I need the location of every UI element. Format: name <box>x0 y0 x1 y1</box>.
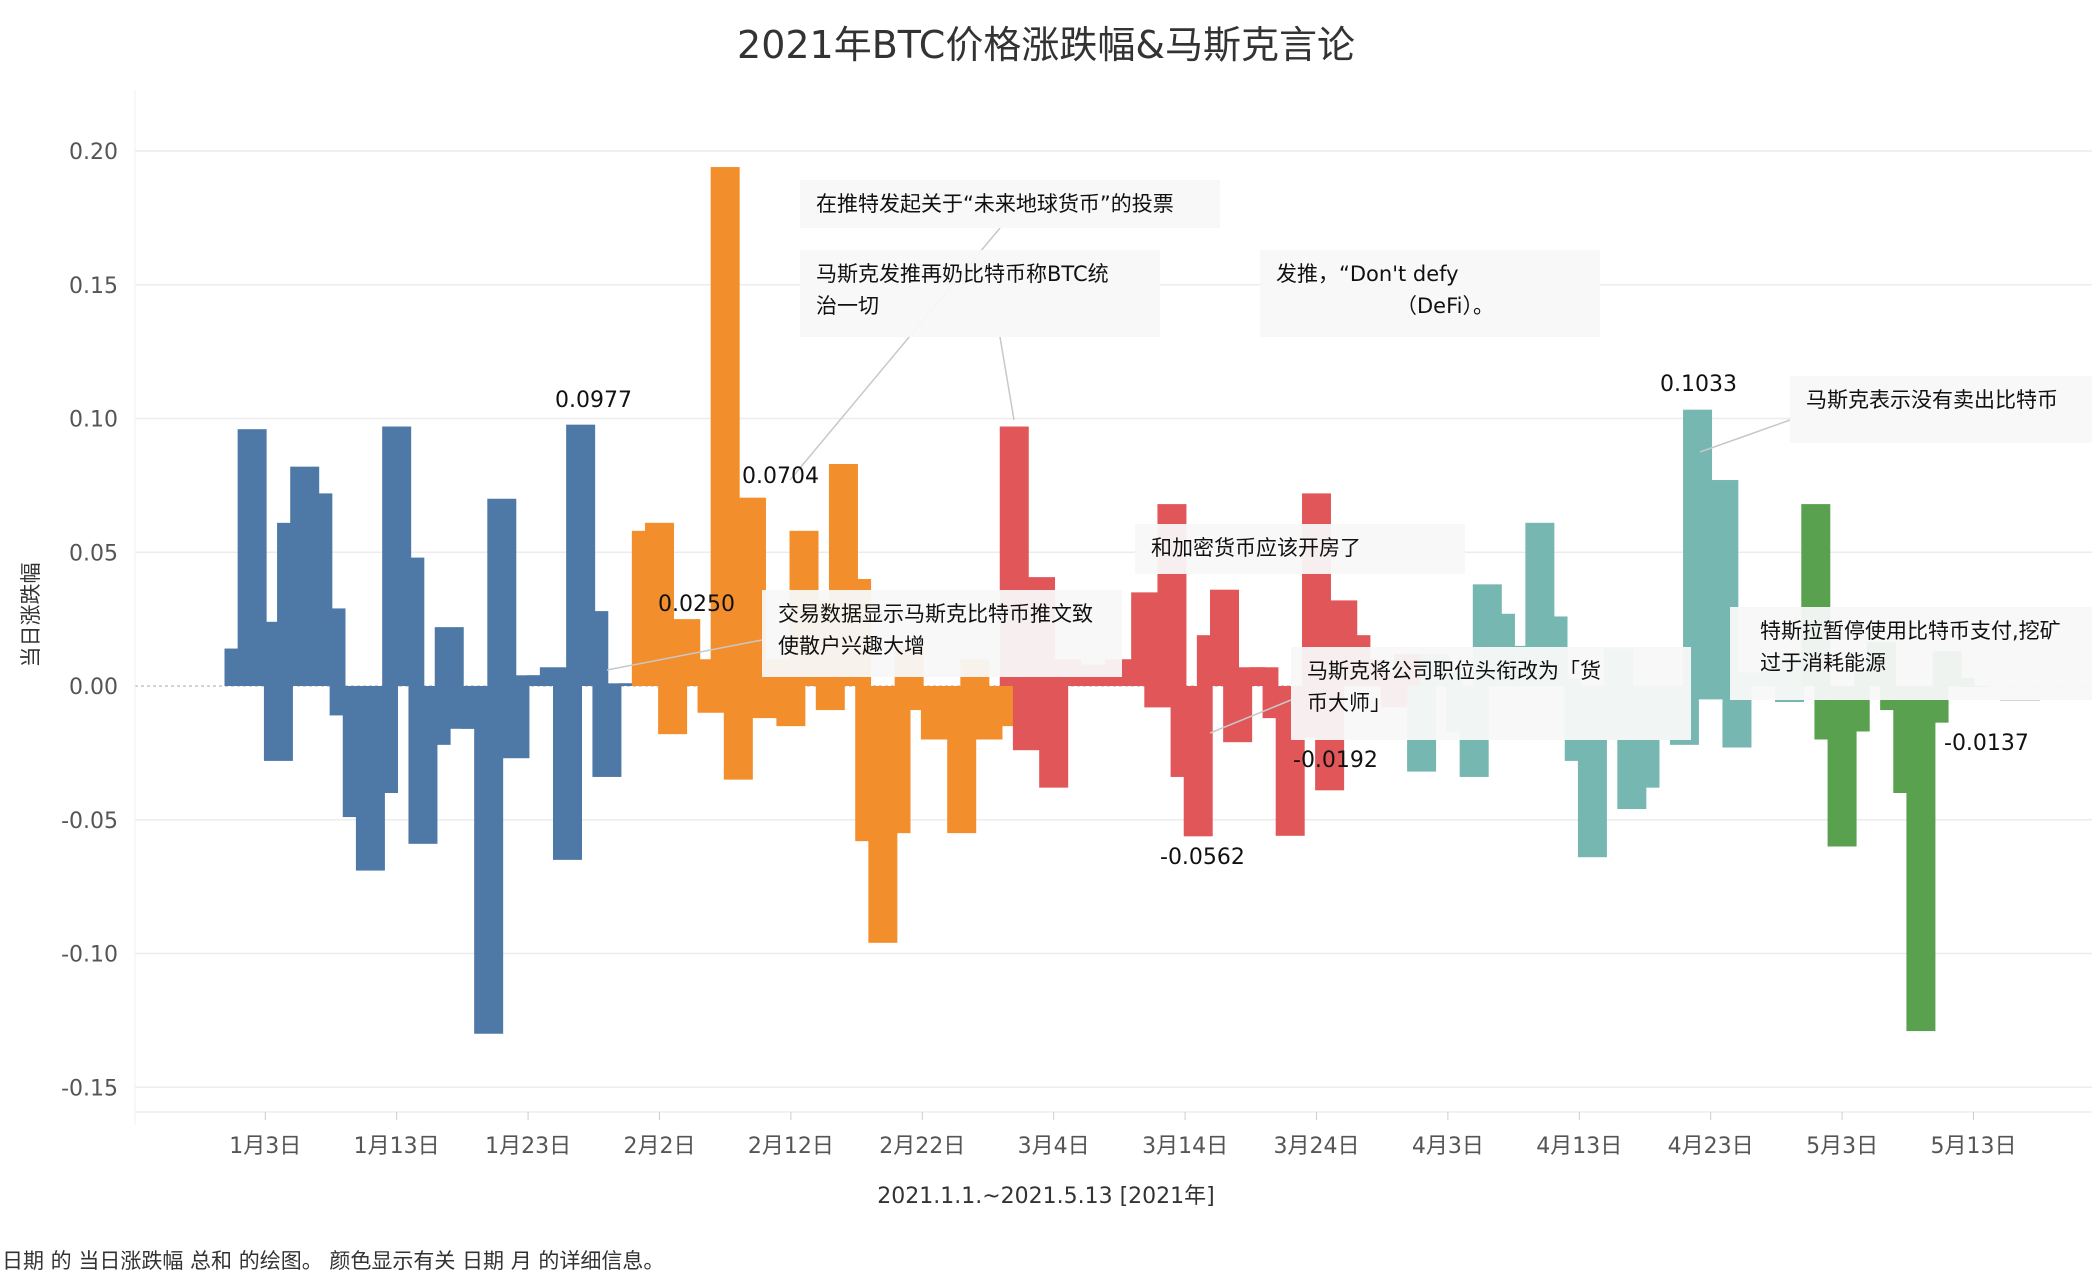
annotation-leader-line <box>1699 419 1791 453</box>
bar <box>1039 686 1069 788</box>
value-label: 0.0250 <box>658 592 735 617</box>
value-label: -0.0192 <box>1293 748 1378 773</box>
value-label: 0.1033 <box>1660 372 1737 397</box>
bar <box>500 686 530 759</box>
value-label: 0.0704 <box>742 464 819 489</box>
x-tick-label: 3月4日 <box>1018 1134 1090 1159</box>
bar <box>1131 592 1161 686</box>
annotation-leader-line <box>1209 699 1292 734</box>
bar <box>539 667 569 686</box>
bar <box>697 686 727 713</box>
annotation-technoking: 马斯克将公司职位头衔改为「货 币大师」 <box>1291 647 1691 740</box>
bar <box>644 522 674 686</box>
y-tick-label: 0.05 <box>69 541 118 566</box>
bar <box>474 686 504 1034</box>
bar <box>1696 686 1726 700</box>
annotation-text: 过于消耗能源 <box>1760 651 1886 675</box>
x-tick-label: 4月3日 <box>1412 1134 1484 1159</box>
bar <box>1249 667 1279 686</box>
y-tick-label: -0.05 <box>61 809 118 834</box>
bar <box>684 659 714 686</box>
bar <box>750 686 780 719</box>
bar <box>723 686 753 780</box>
x-tick-label: 2月12日 <box>748 1134 834 1159</box>
annotation-text: 在推特发起关于“未来地球货币”的投票 <box>816 192 1174 216</box>
annotation-leader-line <box>606 639 763 671</box>
chart-caption: 日期 的 当日涨跌幅 总和 的绘图。 颜色显示有关 日期 月 的详细信息。 <box>2 1249 665 1273</box>
bar <box>986 686 1016 727</box>
annotation-leader-line <box>999 336 1015 421</box>
bar <box>658 686 688 735</box>
bar <box>1210 589 1239 686</box>
x-tick-label: 4月23日 <box>1668 1134 1754 1159</box>
bar <box>710 167 740 687</box>
bar <box>487 498 517 686</box>
annotation-text: （DeFi）。 <box>1396 294 1494 318</box>
bar <box>369 686 399 793</box>
y-tick-label: -0.10 <box>61 943 118 968</box>
bar <box>250 621 280 686</box>
bar <box>776 686 806 727</box>
bar <box>736 497 766 686</box>
annotation-vote: 在推特发起关于“未来地球货币”的投票 <box>800 180 1220 228</box>
annotation-text: 马斯克发推再奶比特币称BTC统 <box>816 262 1109 286</box>
y-tick-label: -0.15 <box>61 1076 118 1101</box>
bar <box>421 686 451 745</box>
x-tick-label: 3月24日 <box>1273 1134 1359 1159</box>
x-tick-label: 1月13日 <box>354 1134 440 1159</box>
value-label: -0.0562 <box>1160 845 1245 870</box>
annotation-text: 交易数据显示马斯克比特币推文致使散户兴趣大增 <box>778 602 1093 658</box>
bar <box>1223 686 1253 743</box>
y-tick-label: 0.00 <box>69 675 118 700</box>
x-tick-label: 2月2日 <box>623 1134 695 1159</box>
annotation-text: 币大师」 <box>1307 691 1391 715</box>
y-axis-title: 当日涨跌幅 <box>19 562 43 668</box>
bar <box>316 608 346 686</box>
x-tick-label: 2月22日 <box>879 1134 965 1159</box>
bar <box>947 686 977 834</box>
bar <box>881 686 911 834</box>
bar <box>592 686 622 777</box>
y-tick-label: 0.10 <box>69 408 118 433</box>
annotation-crypto: 和加密货币应该开房了 <box>1135 524 1465 574</box>
annotation-text: 特斯拉暂停使用比特币支付,挖矿 <box>1760 619 2061 643</box>
value-label: 0.0977 <box>555 388 632 413</box>
annotation-btc-rules: 马斯克发推再奶比特币称BTC统 治一切 <box>800 250 1160 337</box>
annotation-not-sold: 马斯克表示没有卖出比特币 <box>1790 376 2092 443</box>
bar <box>1183 686 1213 837</box>
annotation-defi: 发推，“Don't defy （DeFi）。 <box>1260 250 1600 337</box>
bar <box>1012 686 1042 751</box>
bar <box>1144 686 1174 708</box>
y-tick-label: 0.20 <box>69 140 118 165</box>
bar <box>815 686 845 711</box>
value-label: -0.0137 <box>1944 731 2029 756</box>
chart-title: 2021年BTC价格涨跌幅&马斯克言论 <box>737 23 1355 67</box>
y-tick-label: 0.15 <box>69 274 118 299</box>
bar <box>1906 686 1936 1032</box>
x-tick-label: 5月13日 <box>1930 1134 2016 1159</box>
x-tick-label: 4月13日 <box>1536 1134 1622 1159</box>
annotation-text: 治一切 <box>816 294 879 318</box>
bar <box>395 557 425 686</box>
x-tick-label: 3月14日 <box>1142 1134 1228 1159</box>
x-axis-title: 2021.1.1.~2021.5.13 [2021年] <box>877 1184 1215 1209</box>
x-tick-label: 1月23日 <box>485 1134 571 1159</box>
bar <box>553 686 582 860</box>
annotation-text: 和加密货币应该开房了 <box>1151 536 1361 560</box>
annotation-text: 马斯克表示没有卖出比特币 <box>1806 388 2058 412</box>
annotation-text: 发推，“Don't defy <box>1276 262 1459 286</box>
annotation-retail-interest: 交易数据显示马斯克比特币推文致使散户兴趣大增 <box>762 590 1122 677</box>
x-tick-label: 1月3日 <box>229 1134 301 1159</box>
bar <box>579 611 609 686</box>
bar <box>434 627 464 686</box>
bar <box>263 686 293 761</box>
annotation-text: 马斯克将公司职位头衔改为「货 <box>1307 659 1601 683</box>
annotation-tesla-suspend: 特斯拉暂停使用比特币支付,挖矿 过于消耗能源 <box>1730 607 2092 700</box>
x-tick-label: 5月3日 <box>1806 1134 1878 1159</box>
bar <box>1683 409 1713 686</box>
